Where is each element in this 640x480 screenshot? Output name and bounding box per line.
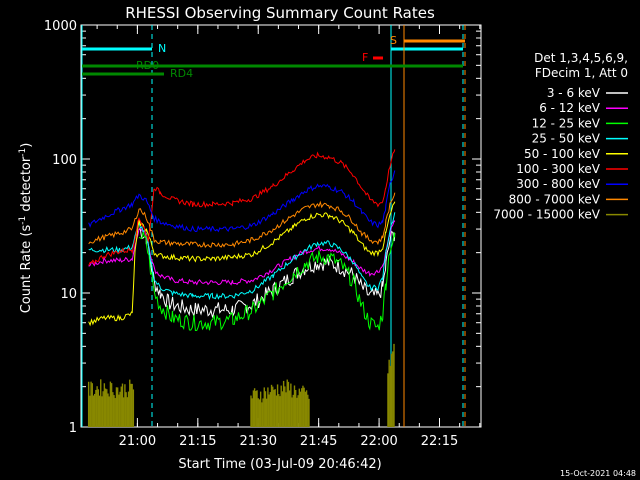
saa-label: S xyxy=(390,34,397,47)
x-tick-label: 22:00 xyxy=(360,434,397,449)
plot-frame xyxy=(80,24,482,428)
series-50-100-kev-line xyxy=(88,201,396,327)
series-100-300-kev-line xyxy=(88,149,396,266)
y-tick-label: 1000 xyxy=(44,19,77,34)
footer-timestamp: 15-Oct-2021 04:48 xyxy=(560,469,636,478)
x-tick-label: 21:30 xyxy=(240,434,277,449)
rd0-label: RD0 xyxy=(136,59,159,72)
legend-label: 12 - 25 keV xyxy=(532,116,601,130)
y-axis-label: Count Rate (s-1 detector-1) xyxy=(18,143,34,314)
legend-label: 50 - 100 keV xyxy=(524,147,601,161)
rd4-label: RD4 xyxy=(170,67,193,80)
night-label: N xyxy=(158,42,166,55)
series-25-50-kev-line xyxy=(88,212,396,301)
x-axis-label: Start Time (03-Jul-09 20:46:42) xyxy=(178,457,381,472)
legend-label: 800 - 7000 keV xyxy=(509,192,601,206)
x-tick-label: 21:15 xyxy=(179,434,216,449)
series-300-800-kev-line xyxy=(88,170,396,233)
series-6-12-kev-line xyxy=(88,219,396,286)
svg-text:Count Rate (s-1 detector-1): Count Rate (s-1 detector-1) xyxy=(18,143,34,314)
flare-label: F xyxy=(362,51,368,64)
series-12-25-kev-line xyxy=(138,231,396,332)
legend-header-line-1: Det 1,3,4,5,6,9, xyxy=(534,51,628,65)
x-tick-label: 21:45 xyxy=(300,434,337,449)
y-tick-label: 100 xyxy=(52,153,77,168)
overlay-markers: N S F RD0 RD4 xyxy=(81,25,466,427)
series-800-7000-kev-line xyxy=(88,192,396,248)
legend-header-line-2: FDecim 1, Att 0 xyxy=(535,66,628,80)
legend-label: 100 - 300 keV xyxy=(516,162,600,176)
legend-label: 3 - 6 keV xyxy=(547,86,601,100)
series-layer xyxy=(87,149,396,427)
x-tick-label: 22:15 xyxy=(421,434,458,449)
series-7000-15000-kev-line xyxy=(87,343,395,427)
y-tick-label: 1 xyxy=(69,421,77,436)
x-tick-label: 21:00 xyxy=(119,434,156,449)
axis-ticks: 1 10 100 1000 21:00 21:15 21:30 21:45 22:00 22:15 xyxy=(44,19,481,449)
chart-title: RHESSI Observing Summary Count Rates xyxy=(125,4,435,22)
legend-label: 7000 - 15000 keV xyxy=(493,208,600,222)
y-tick-label: 10 xyxy=(60,287,77,302)
legend-label: 25 - 50 keV xyxy=(532,132,601,146)
legend-label: 6 - 12 keV xyxy=(539,101,601,115)
legend-label: 300 - 800 keV xyxy=(516,177,600,191)
